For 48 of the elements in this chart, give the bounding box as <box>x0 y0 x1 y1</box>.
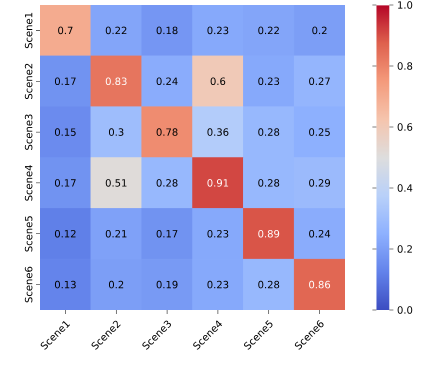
color-bar-label: 0.6 <box>398 123 412 131</box>
data-label: 0.2 <box>312 26 327 34</box>
data-label: 0.15 <box>54 128 76 136</box>
data-label: 0.28 <box>258 280 280 288</box>
data-label: 0.7 <box>58 26 73 34</box>
color-bar-label: 0.4 <box>398 184 412 192</box>
data-label: 0.51 <box>106 179 126 187</box>
data-label: 0.22 <box>258 26 279 34</box>
data-label: 0.17 <box>54 179 76 187</box>
data-label: 0.2 <box>108 280 124 288</box>
y-tick-label: Scene3 <box>24 114 32 150</box>
data-label: 0.23 <box>258 77 280 86</box>
data-label: 0.13 <box>54 280 76 288</box>
y-tick-label: Scene1 <box>24 12 32 48</box>
color-bar-label: 1.0 <box>398 1 412 9</box>
color-bar-label: 0.8 <box>398 62 412 70</box>
data-label: 0.19 <box>156 280 178 288</box>
data-label: 0.91 <box>207 179 228 187</box>
data-label: 0.17 <box>54 77 76 86</box>
data-label: 0.29 <box>309 179 330 187</box>
data-label: 0.83 <box>106 77 127 86</box>
data-label: 0.36 <box>207 128 228 136</box>
data-label: 0.22 <box>106 26 126 34</box>
data-label: 0.23 <box>207 230 228 238</box>
data-label: 0.3 <box>108 128 124 136</box>
data-label: 0.28 <box>258 179 280 187</box>
data-label: 0.28 <box>156 179 178 187</box>
data-label: 0.78 <box>156 128 178 136</box>
color-bar-label: 0.2 <box>398 245 412 253</box>
data-label: 0.27 <box>309 77 330 86</box>
data-label: 0.28 <box>258 128 280 136</box>
data-label: 0.24 <box>156 77 178 86</box>
y-tick-label: Scene6 <box>24 266 32 302</box>
data-label: 0.21 <box>106 230 126 238</box>
y-tick-label: Scene2 <box>24 64 32 100</box>
data-label: 0.6 <box>210 77 226 86</box>
data-label: 0.25 <box>309 128 330 136</box>
data-label: 0.23 <box>207 26 228 34</box>
data-label: 0.86 <box>309 280 330 288</box>
y-tick-label: Scene5 <box>24 216 32 252</box>
y-tick-label: Scene4 <box>24 165 32 201</box>
data-label: 0.17 <box>156 230 178 238</box>
data-label: 0.89 <box>258 230 280 238</box>
data-label: 0.18 <box>156 26 178 34</box>
data-label: 0.12 <box>54 230 76 238</box>
color-bar-label: 0.0 <box>398 306 412 314</box>
data-label: 0.23 <box>207 280 228 288</box>
data-label: 0.24 <box>309 230 330 238</box>
